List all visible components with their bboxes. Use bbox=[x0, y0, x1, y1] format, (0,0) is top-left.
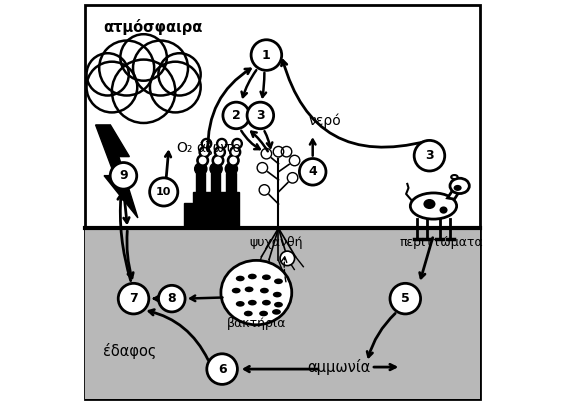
Circle shape bbox=[281, 146, 292, 157]
Text: 3: 3 bbox=[425, 149, 434, 162]
Circle shape bbox=[195, 163, 207, 175]
Circle shape bbox=[207, 354, 237, 384]
Circle shape bbox=[212, 155, 224, 166]
Circle shape bbox=[202, 149, 207, 155]
Ellipse shape bbox=[440, 206, 447, 214]
Text: 5: 5 bbox=[401, 292, 410, 305]
Ellipse shape bbox=[236, 276, 245, 281]
Bar bbox=[227, 173, 236, 192]
Circle shape bbox=[158, 53, 201, 95]
Ellipse shape bbox=[232, 288, 241, 293]
Ellipse shape bbox=[248, 300, 257, 305]
Circle shape bbox=[133, 40, 188, 95]
Ellipse shape bbox=[451, 175, 458, 179]
Circle shape bbox=[217, 149, 223, 155]
Bar bbox=[196, 173, 205, 192]
Ellipse shape bbox=[274, 278, 283, 284]
Circle shape bbox=[273, 146, 284, 157]
Circle shape bbox=[390, 283, 420, 314]
Text: ψυχανθή: ψυχανθή bbox=[250, 236, 303, 249]
Circle shape bbox=[214, 147, 225, 158]
Circle shape bbox=[120, 34, 167, 81]
Ellipse shape bbox=[221, 261, 292, 325]
Text: αμμωνία: αμμωνία bbox=[307, 359, 371, 375]
Ellipse shape bbox=[410, 193, 457, 219]
Text: βακτήρια: βακτήρια bbox=[227, 317, 286, 330]
Ellipse shape bbox=[273, 292, 282, 297]
Ellipse shape bbox=[259, 311, 268, 316]
Text: 8: 8 bbox=[167, 292, 176, 305]
Text: ατμόσφαιρα: ατμόσφαιρα bbox=[103, 19, 203, 35]
Text: περιττώματα: περιττώματα bbox=[399, 236, 483, 249]
Circle shape bbox=[257, 162, 268, 173]
Ellipse shape bbox=[423, 199, 436, 209]
Ellipse shape bbox=[450, 178, 470, 194]
Text: νερό: νερό bbox=[308, 113, 341, 128]
Circle shape bbox=[251, 40, 282, 70]
Circle shape bbox=[159, 285, 185, 312]
Circle shape bbox=[118, 283, 149, 314]
Circle shape bbox=[232, 139, 242, 149]
Circle shape bbox=[215, 157, 221, 164]
Circle shape bbox=[289, 155, 300, 166]
Circle shape bbox=[219, 141, 225, 147]
Circle shape bbox=[216, 139, 227, 149]
Circle shape bbox=[86, 62, 137, 112]
Circle shape bbox=[210, 163, 222, 175]
Circle shape bbox=[259, 185, 270, 195]
FancyBboxPatch shape bbox=[85, 5, 480, 399]
Text: 10: 10 bbox=[156, 187, 171, 197]
Text: άζωτο: άζωτο bbox=[196, 141, 241, 155]
Circle shape bbox=[280, 251, 294, 265]
Text: 4: 4 bbox=[308, 165, 317, 178]
Text: 2: 2 bbox=[232, 109, 241, 122]
Circle shape bbox=[225, 163, 237, 175]
Circle shape bbox=[414, 141, 445, 171]
Ellipse shape bbox=[248, 274, 257, 279]
Circle shape bbox=[223, 102, 250, 129]
Ellipse shape bbox=[272, 309, 281, 315]
Bar bbox=[193, 192, 239, 228]
Circle shape bbox=[150, 62, 201, 112]
Circle shape bbox=[112, 59, 175, 123]
Circle shape bbox=[247, 102, 273, 129]
Circle shape bbox=[261, 148, 272, 159]
Circle shape bbox=[230, 157, 237, 164]
Text: 6: 6 bbox=[218, 362, 227, 376]
Ellipse shape bbox=[262, 274, 271, 280]
Bar bbox=[211, 173, 220, 192]
Text: 1: 1 bbox=[262, 48, 271, 61]
Ellipse shape bbox=[244, 311, 253, 316]
Circle shape bbox=[228, 155, 239, 166]
Circle shape bbox=[232, 149, 238, 155]
Circle shape bbox=[199, 157, 206, 164]
Ellipse shape bbox=[262, 300, 271, 305]
Circle shape bbox=[234, 141, 240, 147]
Ellipse shape bbox=[236, 301, 245, 307]
Text: 3: 3 bbox=[256, 109, 264, 122]
Circle shape bbox=[201, 139, 212, 149]
Ellipse shape bbox=[260, 288, 269, 293]
Circle shape bbox=[199, 147, 210, 158]
Circle shape bbox=[230, 147, 241, 158]
Circle shape bbox=[197, 155, 208, 166]
Circle shape bbox=[203, 141, 210, 147]
Text: 7: 7 bbox=[129, 292, 138, 305]
Bar bbox=[184, 203, 199, 228]
FancyBboxPatch shape bbox=[85, 228, 480, 399]
Circle shape bbox=[299, 158, 326, 185]
Text: 9: 9 bbox=[119, 169, 128, 182]
Ellipse shape bbox=[274, 302, 283, 307]
Text: έδαφος: έδαφος bbox=[103, 343, 157, 359]
Circle shape bbox=[86, 53, 129, 95]
Circle shape bbox=[150, 178, 178, 206]
Polygon shape bbox=[95, 125, 138, 218]
Polygon shape bbox=[447, 186, 462, 199]
Text: O₂: O₂ bbox=[176, 141, 192, 155]
Ellipse shape bbox=[454, 185, 462, 191]
Circle shape bbox=[110, 162, 137, 189]
Circle shape bbox=[288, 173, 298, 183]
Circle shape bbox=[99, 40, 154, 95]
Ellipse shape bbox=[245, 286, 254, 292]
